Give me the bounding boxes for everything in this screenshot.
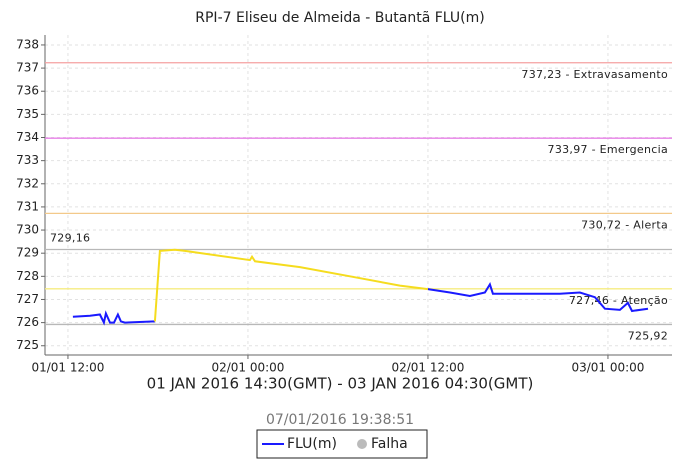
threshold-label: 725,92 — [628, 329, 668, 342]
y-tick-label: 735 — [16, 107, 39, 121]
threshold-label: 737,23 - Extravasamento — [521, 68, 668, 81]
y-tick-label: 728 — [16, 269, 39, 283]
y-tick-label: 734 — [16, 130, 39, 144]
y-tick-label: 731 — [16, 199, 39, 213]
legend-label: Falha — [371, 436, 408, 452]
chart-title: RPI-7 Eliseu de Almeida - Butantã FLU(m) — [195, 10, 484, 26]
series-line — [72, 282, 649, 326]
y-tick-label: 733 — [16, 153, 39, 167]
legend-box — [256, 429, 428, 459]
y-tick-label: 736 — [16, 84, 39, 98]
y-tick-label: 726 — [16, 315, 39, 329]
legend-swatch — [357, 439, 367, 449]
y-tick-label: 725 — [16, 338, 39, 352]
x-tick-label: 02/01 00:00 — [211, 361, 284, 375]
y-tick-label: 727 — [16, 292, 39, 306]
threshold-label: 727,46 - Atenção — [569, 294, 668, 307]
timestamp: 07/01/2016 19:38:51 — [266, 412, 414, 428]
threshold-label: 729,16 — [50, 231, 90, 244]
y-tick-label: 737 — [16, 61, 39, 75]
x-tick-label: 02/01 12:00 — [391, 361, 464, 375]
subtitle: 01 JAN 2016 14:30(GMT) - 03 JAN 2016 04:… — [147, 375, 534, 393]
plot-area — [45, 35, 672, 355]
y-tick-label: 730 — [16, 223, 39, 237]
y-tick-label: 738 — [16, 37, 39, 51]
series-line — [153, 248, 429, 322]
x-tick-label: 03/01 00:00 — [571, 361, 644, 375]
y-tick-label: 732 — [16, 176, 39, 190]
threshold-label: 730,72 - Alerta — [581, 218, 668, 231]
y-tick-label: 729 — [16, 246, 39, 260]
threshold-label: 733,97 - Emergencia — [548, 143, 668, 156]
x-tick-label: 01/01 12:00 — [31, 361, 104, 375]
legend-label: FLU(m) — [287, 436, 337, 452]
